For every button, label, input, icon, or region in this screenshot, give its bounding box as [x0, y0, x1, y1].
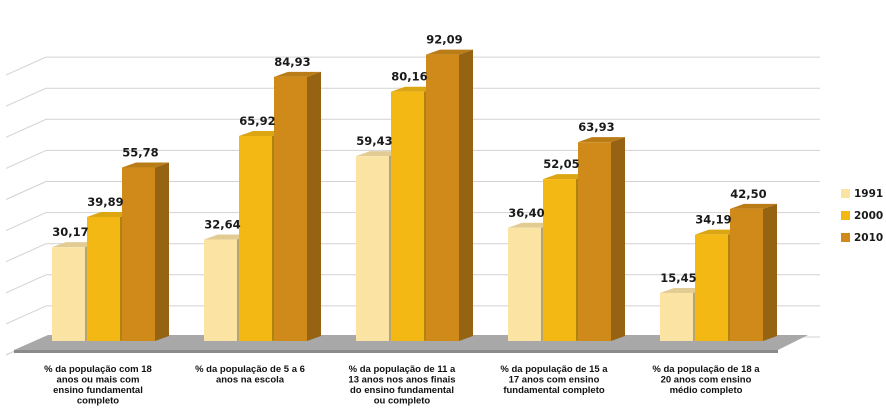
data-label: 34,19 [695, 213, 731, 227]
category-label: % da população de 18 a 20 anos com ensino… [652, 364, 760, 396]
gridline-diagonal [5, 305, 47, 325]
bar-front [391, 91, 424, 342]
category-label: % da população com 18 anos ou mais com ens… [44, 364, 152, 407]
category-label: % da população de 11 a 13 anos nos anos f… [348, 364, 456, 407]
bar-side [459, 49, 473, 342]
data-label: 30,17 [52, 225, 88, 239]
bar-front [660, 292, 693, 341]
data-label: 63,93 [578, 120, 614, 134]
data-labels: 30,17 32,64 59,43 36,40 15,45 39,89 65,92 80,16… [52, 33, 766, 285]
category-label-line: ensino fundamental [53, 385, 143, 396]
bar-2010-2 [426, 49, 473, 342]
legend-swatch [841, 189, 850, 198]
bar-side [763, 203, 777, 341]
bar-side [155, 162, 169, 341]
category-label: % da população de 5 a 6 anos na escola [195, 364, 305, 386]
category-label: % da população de 15 a 17 anos com ensino… [500, 364, 608, 396]
data-label: 59,43 [356, 134, 392, 148]
gridline-diagonal [5, 181, 47, 200]
category-label-line: médio completo [670, 385, 743, 396]
bars [52, 49, 777, 342]
data-label: 80,16 [391, 70, 427, 84]
category-label-line: % da população de 5 a 6 [195, 364, 305, 375]
gridline-diagonal [5, 118, 47, 138]
bar-front [87, 216, 120, 341]
gridline-diagonal [5, 149, 47, 169]
category-label-line: % da população de 11 a [349, 364, 456, 375]
category-label-line: do ensino fundamental [350, 385, 454, 396]
bar-2010-0 [122, 162, 169, 341]
bar-front [274, 76, 307, 341]
bar-top [730, 203, 777, 209]
category-labels: % da população com 18 anos ou mais com ens… [44, 364, 760, 407]
bar-front [730, 208, 763, 341]
data-label: 65,92 [239, 114, 275, 128]
bar-top [578, 137, 625, 143]
data-label: 39,89 [87, 195, 123, 209]
bar-2010-1 [274, 71, 321, 341]
category-label-line: 13 anos nos anos finais [348, 375, 455, 386]
bar-front [508, 227, 541, 341]
bar-front [356, 156, 389, 341]
category-label-line: % da população com 18 [44, 364, 152, 375]
bar-front [204, 239, 237, 341]
legend: 1991 2000 2010 [841, 188, 883, 244]
category-label-line: % da população de 15 a [500, 364, 608, 375]
legend-entry: 2010 [854, 232, 883, 244]
bar-front [695, 234, 728, 341]
floor-edge [14, 350, 778, 353]
data-label: 36,40 [508, 206, 544, 220]
gridline-diagonal [5, 56, 47, 76]
category-label-line: 20 anos com ensino [661, 375, 752, 386]
data-label: 92,09 [426, 33, 462, 47]
legend-entry: 2000 [854, 210, 883, 222]
bar-front [52, 247, 85, 341]
category-label-line: anos ou mais com [57, 375, 140, 386]
data-label: 52,05 [543, 157, 579, 171]
data-label: 15,45 [660, 271, 696, 285]
gridline-diagonal [5, 87, 47, 107]
bar-front [426, 54, 459, 342]
bar-front [239, 135, 272, 341]
data-label: 32,64 [204, 217, 240, 231]
category-label-line: % da população de 18 a [652, 364, 760, 375]
bar-2010-3 [578, 137, 625, 341]
category-label-line: fundamental completo [503, 385, 605, 396]
data-label: 55,78 [122, 146, 158, 160]
bar-side [611, 137, 625, 341]
bar-2010-4 [730, 203, 777, 341]
data-label: 84,93 [274, 55, 310, 69]
legend-swatch [841, 233, 850, 242]
bar-front [543, 179, 576, 341]
category-label-line: ou completo [374, 396, 431, 407]
category-label-line: anos na escola [216, 375, 285, 386]
legend-swatch [841, 211, 850, 220]
gridline-diagonal [5, 274, 47, 294]
category-label-line: completo [77, 396, 119, 407]
gridline-diagonal [5, 212, 47, 232]
data-label: 42,50 [730, 187, 766, 201]
category-label-line: 17 anos com ensino [509, 375, 600, 386]
legend-entry: 1991 [854, 188, 883, 200]
bar-top [426, 49, 473, 55]
bar-top [274, 71, 321, 77]
bar-top [122, 162, 169, 168]
bar-front [122, 167, 155, 341]
bar-front [578, 142, 611, 341]
bar-side [307, 71, 321, 341]
gridline-diagonal [5, 243, 47, 263]
